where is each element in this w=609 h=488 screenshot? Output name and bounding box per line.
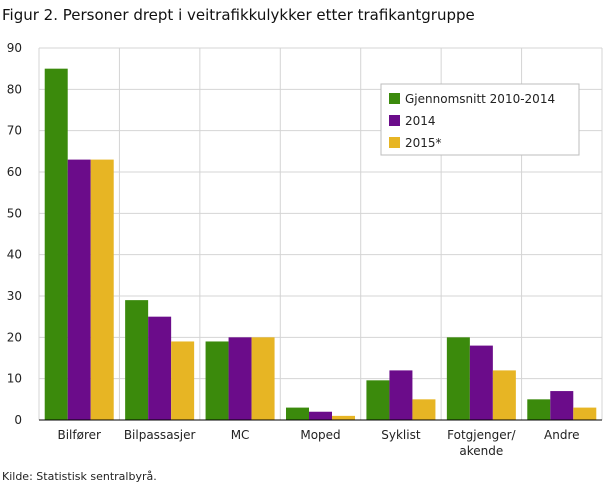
legend-label: Gjennomsnitt 2010-2014 bbox=[405, 92, 555, 106]
bar-2 bbox=[228, 337, 252, 420]
x-tick-label: Fotgjenger/ bbox=[447, 428, 516, 442]
x-axis: Bilfører Bilpassasjer MC Moped Syklist Fotgje… bbox=[39, 419, 602, 458]
x-tick-label: Bilpassasjer bbox=[124, 428, 196, 442]
bar-1 bbox=[125, 300, 149, 420]
bar-3 bbox=[412, 399, 436, 420]
bar-3 bbox=[90, 159, 114, 420]
y-tick-label: 30 bbox=[7, 289, 22, 303]
bar-1 bbox=[286, 407, 309, 420]
source-note: Kilde: Statistisk sentralbyrå. bbox=[2, 470, 157, 483]
legend-label: 2015* bbox=[405, 136, 442, 150]
x-tick-label: akende bbox=[459, 444, 503, 458]
figure-title: Figur 2. Personer drept i veitrafikkulyk… bbox=[2, 6, 475, 24]
bars bbox=[44, 68, 597, 421]
bar-2 bbox=[550, 391, 574, 420]
x-tick-label: Moped bbox=[300, 428, 340, 442]
bar-1 bbox=[446, 337, 470, 420]
grid-lines bbox=[38, 47, 603, 420]
y-tick-label: 0 bbox=[14, 413, 22, 427]
legend: Gjennomsnitt 2010-2014 2014 2015* bbox=[380, 83, 580, 156]
x-tick-label: Syklist bbox=[381, 428, 421, 442]
bar-3 bbox=[492, 370, 516, 420]
legend-label: 2014 bbox=[405, 114, 436, 128]
bar-2 bbox=[309, 411, 332, 420]
legend-swatch bbox=[389, 137, 400, 148]
y-tick-label: 40 bbox=[7, 248, 22, 262]
x-tick-label: Andre bbox=[544, 428, 579, 442]
bar-3 bbox=[332, 415, 355, 420]
bar-1 bbox=[205, 341, 229, 420]
y-tick-label: 10 bbox=[7, 372, 22, 386]
y-tick-label: 20 bbox=[7, 330, 22, 344]
legend-swatch bbox=[389, 93, 400, 104]
bar-3 bbox=[251, 337, 275, 420]
y-tick-label: 60 bbox=[7, 165, 22, 179]
y-tick-label: 90 bbox=[7, 41, 22, 55]
bar-1 bbox=[527, 399, 551, 420]
legend-swatch bbox=[389, 115, 400, 126]
bar-1 bbox=[366, 380, 390, 420]
bar-2 bbox=[389, 370, 413, 420]
bar-2 bbox=[148, 316, 172, 420]
bar-2 bbox=[469, 345, 493, 420]
bar-2 bbox=[67, 159, 91, 420]
legend-box bbox=[380, 83, 580, 156]
y-tick-label: 80 bbox=[7, 82, 22, 96]
y-tick-label: 50 bbox=[7, 206, 22, 220]
bar-1 bbox=[44, 68, 68, 421]
x-tick-label: Bilfører bbox=[57, 428, 101, 442]
y-axis: 0 10 20 30 40 50 60 70 80 90 bbox=[7, 41, 22, 427]
x-tick-label: MC bbox=[231, 428, 250, 442]
bar-3 bbox=[171, 341, 195, 420]
bar-3 bbox=[573, 407, 597, 420]
y-tick-label: 70 bbox=[7, 124, 22, 138]
